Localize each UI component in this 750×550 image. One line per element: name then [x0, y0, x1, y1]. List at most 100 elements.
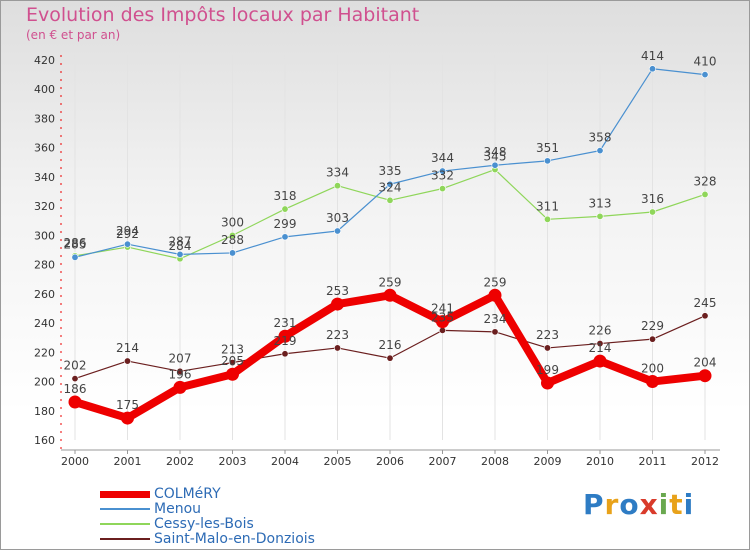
data-label: 226 — [589, 324, 612, 338]
legend-item-colmery: COLMéRY — [100, 486, 221, 502]
y-tick-label: 340 — [34, 171, 55, 184]
data-point — [491, 161, 499, 169]
data-point — [121, 411, 134, 425]
data-label: 229 — [641, 319, 664, 333]
data-point — [438, 167, 446, 175]
data-point — [438, 326, 446, 334]
x-tick-label: 2012 — [691, 455, 719, 468]
x-tick-label: 2005 — [324, 455, 352, 468]
x-tick-label: 2008 — [481, 455, 509, 468]
y-tick-label: 200 — [34, 376, 55, 389]
data-label: 311 — [536, 199, 559, 213]
x-tick-label: 2001 — [114, 455, 142, 468]
data-label: 245 — [694, 296, 717, 310]
data-label: 414 — [641, 49, 664, 63]
data-point — [333, 344, 341, 352]
data-point — [593, 354, 607, 368]
x-tick-label: 2010 — [586, 455, 614, 468]
data-label: 344 — [431, 151, 454, 165]
data-label: 313 — [589, 196, 612, 210]
legend-label: Saint-Malo-en-Donziois — [154, 531, 315, 547]
data-label: 214 — [116, 341, 139, 355]
data-point — [333, 227, 341, 235]
data-point — [229, 231, 237, 239]
data-point — [229, 249, 237, 257]
data-label: 186 — [64, 382, 87, 396]
y-tick-label: 260 — [34, 288, 55, 301]
legend-label: Menou — [154, 501, 202, 517]
legend-swatch — [100, 490, 150, 498]
data-point — [596, 340, 604, 348]
data-point — [331, 297, 344, 311]
data-label: 259 — [484, 275, 507, 289]
data-label: 286 — [64, 236, 87, 250]
legend-item-saint-malo-en-donziois: Saint-Malo-en-Donziois — [100, 531, 315, 547]
x-tick-label: 2006 — [376, 455, 404, 468]
x-tick-label: 2002 — [166, 455, 194, 468]
data-label: 410 — [694, 55, 717, 69]
data-point — [596, 147, 604, 155]
data-label: 351 — [536, 141, 559, 155]
data-point — [281, 233, 289, 241]
data-point — [71, 253, 79, 261]
data-point — [701, 71, 709, 79]
data-label: 324 — [379, 180, 402, 194]
data-point — [386, 354, 394, 362]
y-tick-label: 320 — [34, 200, 55, 213]
legend-item-cessy-les-bois: Cessy-les-Bois — [100, 516, 254, 532]
data-label: 300 — [221, 215, 244, 229]
logo-letter: i — [683, 488, 695, 521]
x-tick-label: 2004 — [271, 455, 299, 468]
data-point — [541, 376, 554, 390]
data-point — [226, 367, 239, 381]
data-point — [173, 380, 187, 394]
data-label: 199 — [536, 363, 559, 377]
data-point — [333, 182, 341, 190]
chart-title: Evolution des Impôts locaux par Habitant — [26, 4, 420, 26]
logo-letter: P — [583, 488, 605, 521]
data-label: 284 — [169, 239, 192, 253]
data-label: 292 — [116, 227, 139, 241]
data-point — [124, 240, 132, 248]
data-label: 335 — [379, 164, 402, 178]
data-point — [646, 375, 659, 389]
data-label: 196 — [169, 367, 192, 381]
x-tick-label: 2007 — [429, 455, 457, 468]
data-point — [543, 157, 551, 165]
data-label: 223 — [326, 328, 349, 342]
data-point — [488, 288, 502, 302]
data-point — [701, 312, 709, 320]
data-point — [68, 395, 82, 409]
data-point — [278, 329, 292, 343]
data-point — [648, 208, 656, 216]
data-label: 205 — [221, 354, 244, 368]
data-point — [71, 375, 79, 383]
y-tick-label: 220 — [34, 346, 55, 359]
data-point — [386, 196, 394, 204]
legend-swatch — [100, 538, 150, 540]
y-tick-label: 380 — [34, 112, 55, 125]
data-label: 288 — [221, 233, 244, 247]
data-label: 253 — [326, 284, 349, 298]
y-tick-label: 360 — [34, 142, 55, 155]
logo-letter: i — [658, 488, 670, 521]
data-label: 207 — [169, 351, 192, 365]
data-point — [543, 344, 551, 352]
logo-letter: t — [669, 488, 684, 521]
data-label: 358 — [589, 131, 612, 145]
x-tick-label: 2009 — [534, 455, 562, 468]
data-label: 223 — [536, 328, 559, 342]
logo-letter: r — [604, 488, 620, 521]
data-point — [386, 180, 394, 188]
x-tick-label: 2011 — [639, 455, 667, 468]
data-point — [596, 212, 604, 220]
legend-item-menou: Menou — [100, 501, 201, 517]
y-tick-label: 420 — [34, 54, 55, 67]
data-point — [124, 357, 132, 365]
data-label: 348 — [484, 145, 507, 159]
y-tick-label: 400 — [34, 83, 55, 96]
y-tick-label: 180 — [34, 405, 55, 418]
y-tick-label: 300 — [34, 229, 55, 242]
data-point — [438, 185, 446, 193]
